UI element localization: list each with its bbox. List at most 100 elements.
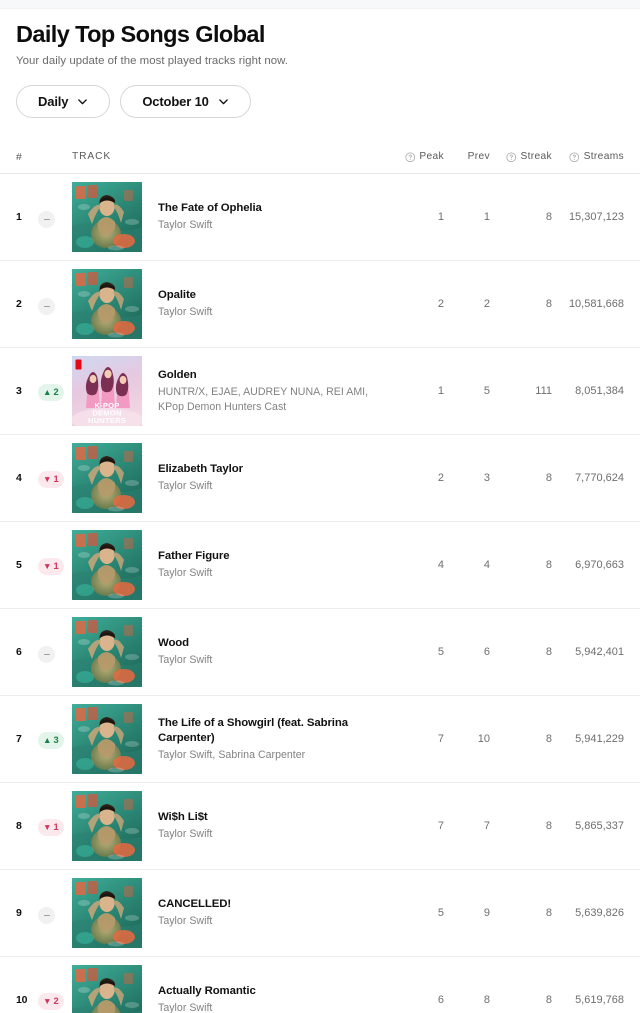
table-row[interactable]: 7 ▲ 3 [0, 696, 640, 784]
question-circle-icon [405, 152, 415, 162]
album-art[interactable] [72, 617, 142, 688]
page-subtitle: Your daily update of the most played tra… [16, 55, 289, 68]
column-header-prev-label: Prev [467, 151, 490, 163]
table-row[interactable]: 6 [0, 609, 640, 697]
arrow-down-icon: ▼ [43, 821, 52, 832]
track-title[interactable]: Golden [158, 368, 197, 381]
period-filter[interactable]: Daily [16, 85, 111, 119]
album-art[interactable]: K-POP DEMON HUNTERS [72, 356, 142, 427]
chart-table: # TRACK Peak Prev Streak [0, 140, 640, 1013]
table-row[interactable]: 10 ▼ 2 [0, 957, 640, 1013]
track-title[interactable]: Elizabeth Taylor [158, 463, 243, 476]
album-art[interactable] [72, 791, 142, 862]
rank-number: 7 [16, 733, 22, 746]
table-row[interactable]: 2 [0, 261, 640, 349]
table-row[interactable]: 4 ▼ 1 [0, 435, 640, 523]
track-artist[interactable]: Taylor Swift [158, 306, 213, 319]
rank-change-cell: ▼ 1 [38, 556, 72, 575]
streams-value: 6,970,663 [575, 559, 624, 572]
dash-icon [43, 218, 50, 220]
album-art[interactable] [72, 269, 142, 340]
table-row[interactable]: 8 ▼ 1 [0, 783, 640, 871]
peak-value: 6 [437, 994, 444, 1007]
track-title[interactable]: CANCELLED! [158, 898, 232, 911]
track-artist[interactable]: Taylor Swift [158, 480, 213, 493]
streak-value: 8 [545, 298, 552, 311]
table-body: 1 [0, 174, 640, 1013]
track-title[interactable]: Opalite [158, 289, 196, 302]
track-meta: Golden HUNTR/X, EJAE, AUDREY NUNA, REI A… [144, 368, 392, 415]
question-circle-icon [506, 152, 517, 162]
track-meta: Father Figure Taylor Swift [144, 549, 392, 581]
arrow-up-icon: ▲ [43, 386, 52, 397]
track-artist[interactable]: Taylor Swift [158, 219, 213, 232]
date-filter[interactable]: October 10 [120, 85, 251, 119]
filter-bar: Daily October 10 [16, 85, 624, 119]
peak-value: 7 [437, 733, 444, 746]
streams-value: 15,307,123 [568, 211, 624, 224]
rank-change-value: 1 [53, 473, 59, 484]
rank-change-cell: ▼ 1 [38, 817, 72, 836]
track-title[interactable]: Father Figure [158, 550, 230, 563]
track-meta: The Life of a Showgirl (feat. Sabrina Ca… [144, 716, 392, 763]
album-art[interactable] [72, 965, 142, 1013]
rank-change-cell [38, 294, 72, 315]
prev-value: 9 [483, 907, 490, 920]
track-artist[interactable]: Taylor Swift [158, 1002, 213, 1013]
track-meta: Wi$h Li$t Taylor Swift [144, 810, 392, 842]
rank-change-badge-up: ▲ 2 [38, 383, 64, 401]
track-title[interactable]: The Fate of Ophelia [158, 202, 262, 215]
table-row[interactable]: 5 ▼ 1 [0, 522, 640, 610]
rank-change-cell: ▼ 2 [38, 991, 72, 1010]
album-art[interactable] [72, 530, 142, 601]
prev-value: 7 [483, 820, 490, 833]
column-header-streams[interactable]: Streams [552, 151, 624, 162]
track-title[interactable]: Wi$h Li$t [158, 811, 208, 824]
rank-number: 9 [16, 907, 22, 920]
svg-text:HUNTERS: HUNTERS [88, 416, 126, 425]
track-title[interactable]: Wood [158, 637, 190, 650]
rank-number: 4 [16, 472, 22, 485]
track-artist[interactable]: Taylor Swift [158, 567, 213, 580]
album-art[interactable] [72, 704, 142, 775]
track-title[interactable]: Actually Romantic [158, 985, 256, 998]
dash-icon [43, 914, 50, 916]
date-filter-label: October 10 [142, 94, 209, 110]
peak-value: 2 [437, 298, 444, 311]
streak-value: 8 [545, 820, 552, 833]
prev-value: 10 [477, 733, 490, 746]
rank-change-badge-down: ▼ 1 [38, 470, 64, 488]
album-art[interactable] [72, 878, 142, 949]
streams-value: 5,639,826 [575, 907, 624, 920]
rank-change-cell: ▼ 1 [38, 469, 72, 488]
rank-change-value: 1 [53, 821, 59, 832]
table-row[interactable]: 9 [0, 870, 640, 958]
streak-value: 8 [545, 211, 552, 224]
album-art-image [72, 965, 142, 1013]
streak-value: 8 [545, 559, 552, 572]
album-art-image [72, 530, 142, 601]
rank-change-badge-down: ▼ 1 [38, 818, 64, 836]
page-header: Daily Top Songs Global Your daily update… [0, 9, 640, 119]
arrow-down-icon: ▼ [43, 473, 52, 484]
rank-change-cell [38, 207, 72, 228]
peak-value: 4 [437, 559, 444, 572]
track-artist[interactable]: Taylor Swift [158, 915, 213, 928]
column-header-peak-label: Peak [419, 151, 444, 163]
album-art-image [72, 704, 142, 775]
svg-text:K-POP: K-POP [94, 401, 119, 410]
album-art[interactable] [72, 182, 142, 253]
column-header-peak[interactable]: Peak [392, 151, 444, 162]
table-row[interactable]: 1 [0, 174, 640, 262]
track-artist[interactable]: HUNTR/X, EJAE, AUDREY NUNA, REI AMI, KPo… [158, 386, 369, 413]
track-title[interactable]: The Life of a Showgirl (feat. Sabrina Ca… [158, 716, 348, 744]
top-strip [0, 0, 640, 9]
track-artist[interactable]: Taylor Swift [158, 828, 213, 841]
arrow-up-icon: ▲ [43, 734, 52, 745]
rank-change-value: 3 [53, 734, 59, 745]
track-artist[interactable]: Taylor Swift, Sabrina Carpenter [158, 749, 306, 762]
column-header-streak[interactable]: Streak [490, 151, 552, 162]
album-art[interactable] [72, 443, 142, 514]
track-artist[interactable]: Taylor Swift [158, 654, 213, 667]
table-row[interactable]: 3 ▲ 2 [0, 348, 640, 436]
